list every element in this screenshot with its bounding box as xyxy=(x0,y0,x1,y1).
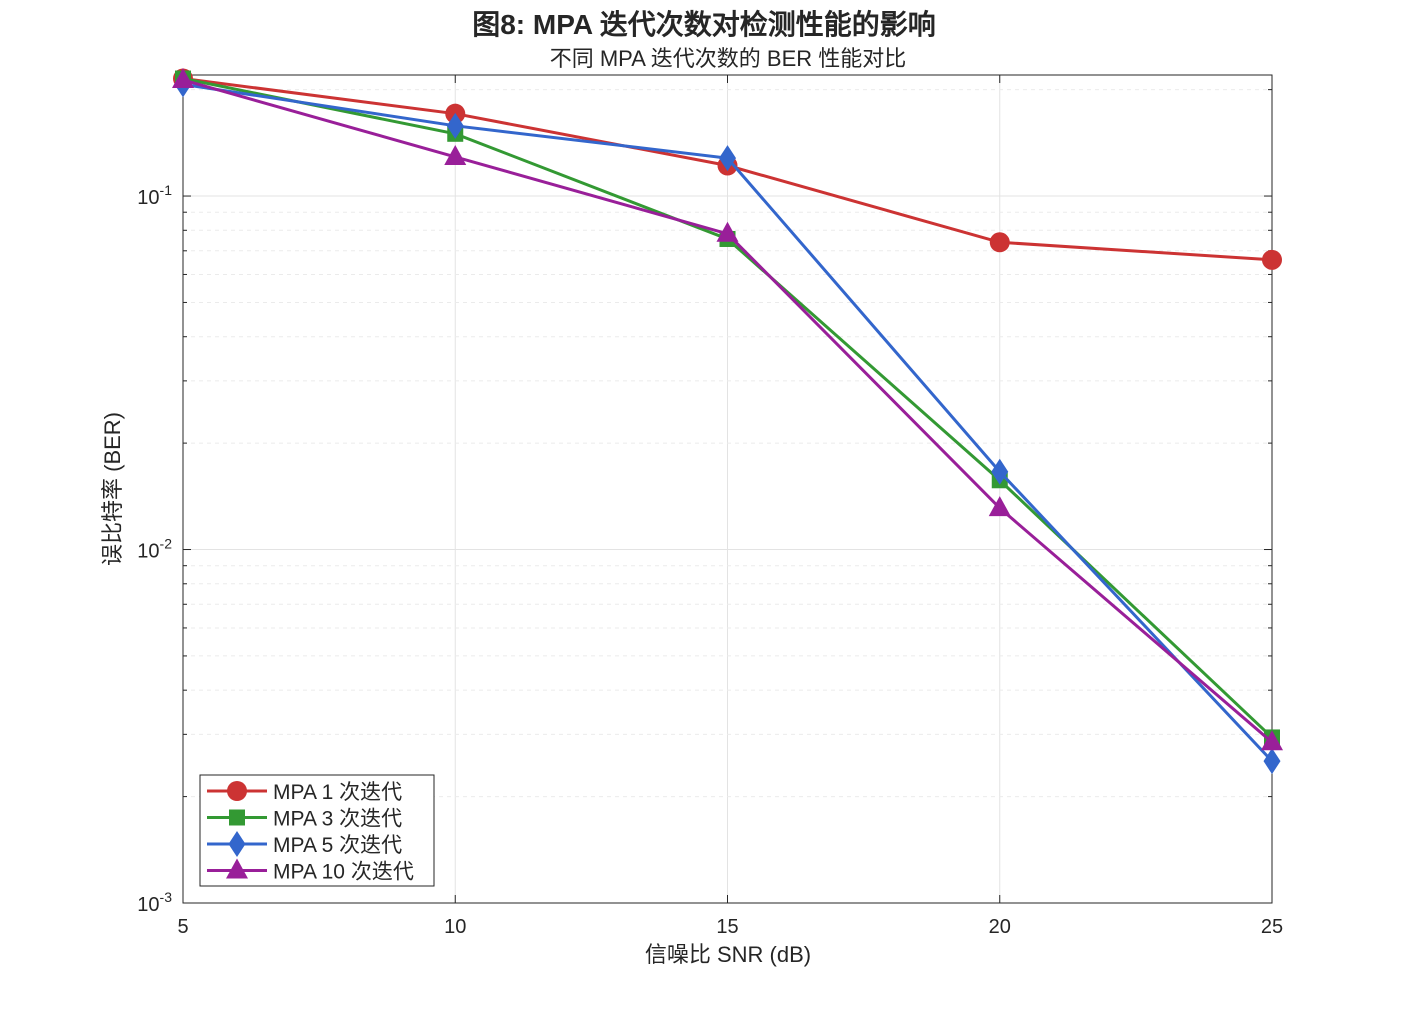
circle-marker xyxy=(989,232,1010,253)
square-marker xyxy=(229,809,245,826)
x-axis-label: 信噪比 SNR (dB) xyxy=(645,942,811,967)
chart-title: 图8: MPA 迭代次数对检测性能的影响 xyxy=(472,8,936,40)
triangle-marker xyxy=(226,858,248,879)
diamond-marker xyxy=(446,112,464,139)
x-tick-label: 20 xyxy=(989,916,1011,938)
chart-subtitle: 不同 MPA 迭代次数的 BER 性能对比 xyxy=(550,46,907,71)
legend-label: MPA 3 次迭代 xyxy=(273,808,402,831)
triangle-marker xyxy=(1261,730,1283,751)
legend-label: MPA 10 次迭代 xyxy=(273,861,414,884)
circle-marker xyxy=(227,781,247,801)
diamond-marker xyxy=(991,458,1009,485)
x-tick-label: 10 xyxy=(444,916,466,938)
circle-marker xyxy=(1262,249,1282,270)
series-group xyxy=(172,67,1283,775)
x-tick-label: 25 xyxy=(1261,916,1283,938)
diamond-marker xyxy=(1263,748,1281,775)
legend-label: MPA 5 次迭代 xyxy=(273,834,402,857)
triangle-marker xyxy=(988,496,1011,517)
y-tick-label: 10-1 xyxy=(137,182,172,209)
axis-ticks: 5 10 15 20 25 10-3 10-2 10-1 xyxy=(137,75,1283,938)
x-tick-label: 15 xyxy=(716,916,738,938)
series-triangle xyxy=(172,67,1283,751)
y-tick-label: 10-3 xyxy=(137,889,172,916)
legend: MPA 1 次迭代 MPA 3 次迭代 MPA 5 次迭代 MPA 10 次迭代 xyxy=(199,774,435,887)
triangle-marker xyxy=(444,144,467,165)
x-tick-label: 5 xyxy=(177,916,188,938)
triangle-marker xyxy=(172,67,194,88)
y-axis-label: 误比特率 (BER) xyxy=(100,412,125,566)
diamond-marker xyxy=(228,831,246,857)
triangle-marker xyxy=(716,221,739,242)
y-tick-label: 10-2 xyxy=(137,536,172,563)
legend-label: MPA 1 次迭代 xyxy=(273,781,402,804)
diamond-marker xyxy=(719,145,736,172)
